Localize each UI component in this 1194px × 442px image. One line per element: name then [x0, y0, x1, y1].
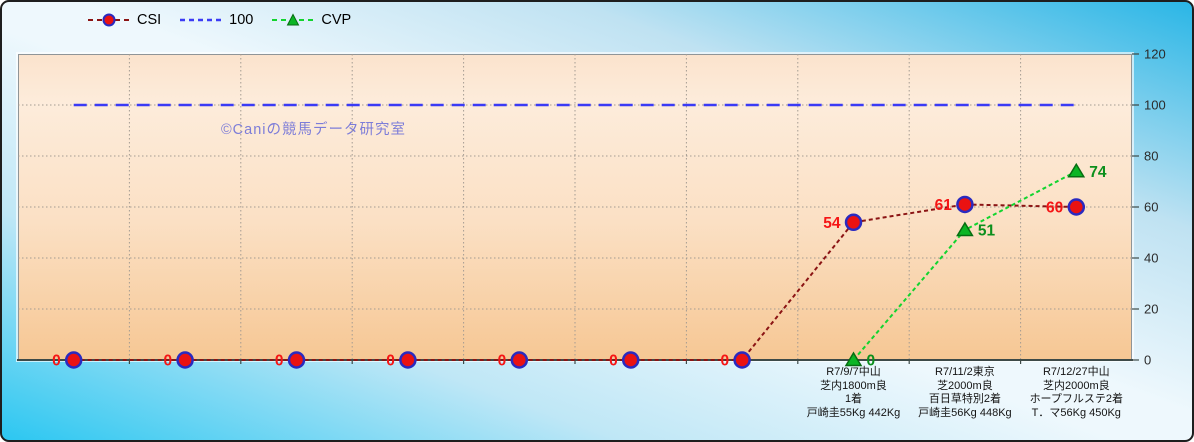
- x-axis-label-line: 芝2000m良: [937, 379, 993, 392]
- x-axis-label: R7/9/7中山 芝内1800m良 1着 戸崎圭55Kg 442Kg: [759, 366, 949, 420]
- x-axis-label-line: 百日草特別2着: [928, 393, 1001, 405]
- chart-legend: CSI 100 CVP: [88, 9, 351, 31]
- watermark: ©Caniの競馬データ研究室: [221, 122, 407, 138]
- legend-circle-marker-icon: [102, 13, 116, 27]
- legend-triangle-marker-icon: [287, 13, 300, 26]
- legend-item-csi[interactable]: CSI: [88, 12, 161, 28]
- legend-csi-line-icon: [88, 13, 130, 27]
- x-axis-label-line: R7/12/27中山: [1042, 366, 1110, 378]
- x-axis-label-line: R7/11/2東京: [935, 366, 995, 378]
- x-axis-label: R7/11/2東京 芝2000m良 百日草特別2着 戸崎圭56Kg 448Kg: [870, 366, 1060, 420]
- x-axis-label-line: 芝内1800m良: [820, 379, 887, 392]
- legend-item-100[interactable]: 100: [180, 12, 253, 28]
- legend-item-cvp[interactable]: CVP: [272, 12, 351, 28]
- legend-cvp-line-icon: [272, 13, 315, 26]
- x-axis-label-line: 戸崎圭55Kg 442Kg: [806, 406, 901, 419]
- x-axis-label: R7/12/27中山 芝内2000m良 ホープフルステ2着 T．マ56Kg 450Kg: [981, 366, 1171, 420]
- legend-100-line-icon: [180, 18, 223, 22]
- legend-label: 100: [229, 12, 254, 28]
- x-axis-label-line: 芝内2000m良: [1042, 379, 1110, 392]
- x-axis-label-line: 1着: [844, 393, 863, 405]
- x-axis-label-line: R7/9/7中山: [826, 366, 881, 378]
- legend-label: CVP: [321, 12, 352, 28]
- x-axis-label-line: ホープフルステ2着: [1029, 393, 1124, 405]
- x-axis-label-line: 戸崎圭56Kg 448Kg: [918, 406, 1012, 419]
- x-axis-label-line: T．マ56Kg 450Kg: [1031, 406, 1121, 419]
- legend-label: CSI: [137, 12, 162, 28]
